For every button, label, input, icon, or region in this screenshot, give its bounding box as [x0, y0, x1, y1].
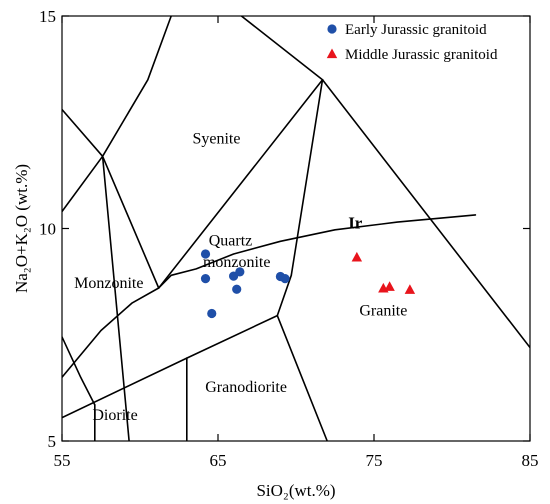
x-tick-label: 55: [54, 451, 71, 470]
triangle-marker: [326, 48, 338, 59]
boundary-line: [101, 155, 130, 441]
legend-entry-label: Middle Jurassic granitoid: [345, 47, 498, 63]
circle-marker: [200, 274, 211, 284]
triangle-marker: [384, 281, 395, 291]
boundary-line: [240, 16, 324, 81]
x-tick-label: 85: [522, 451, 539, 470]
axis-ticks: 55 65 75 85 5 10 15: [39, 7, 539, 470]
y-tick-label: 5: [48, 432, 57, 451]
annotations: Ir: [348, 214, 363, 233]
plot-frame: [61, 15, 531, 442]
circle-marker: [280, 274, 290, 284]
field-label: Monzonite: [74, 275, 143, 292]
y-tick-label: 10: [39, 220, 56, 239]
x-tick-label: 65: [210, 451, 227, 470]
circle-marker: [232, 284, 242, 294]
circle-marker: [200, 249, 211, 259]
field-label: Granodiorite: [205, 379, 287, 396]
field-labels: Syenite Quartz monzonite Monzonite Granite Gr…: [74, 131, 407, 424]
boundary-line: [62, 287, 160, 379]
boundary-line: [62, 336, 96, 406]
circle-marker: [235, 267, 245, 277]
x-tick-label: 75: [366, 451, 383, 470]
legend: Early Jurassic granitoid Middle Jurassic …: [326, 22, 498, 63]
boundary-line: [290, 79, 324, 277]
boundary-line: [62, 16, 172, 213]
y-tick-label: 15: [39, 7, 56, 26]
x-axis-label: SiO₂(wt.%): [256, 481, 335, 500]
annotation-ir: Ir: [348, 214, 363, 233]
field-label: Diorite: [92, 407, 137, 424]
field-label: monzonite: [203, 254, 271, 271]
y-axis-label: Na₂O+K₂O (wt.%): [12, 164, 31, 293]
field-label: Quartz: [209, 233, 253, 250]
boundary-line: [321, 79, 530, 349]
legend-circle-marker: [327, 24, 337, 34]
field-label: Syenite: [192, 131, 240, 148]
triangle-marker: [351, 251, 363, 262]
data-points: [200, 249, 416, 319]
field-label: Granite: [359, 303, 407, 320]
legend-entry-label: Early Jurassic granitoid: [345, 22, 487, 38]
triangle-marker: [404, 284, 416, 294]
boundary-line: [157, 214, 477, 289]
boundary-line: [276, 314, 329, 441]
field-boundaries: [62, 16, 530, 441]
circle-marker: [207, 308, 217, 319]
boundary-line: [62, 108, 160, 289]
boundary-line: [157, 79, 324, 289]
boundary-line: [276, 274, 293, 317]
